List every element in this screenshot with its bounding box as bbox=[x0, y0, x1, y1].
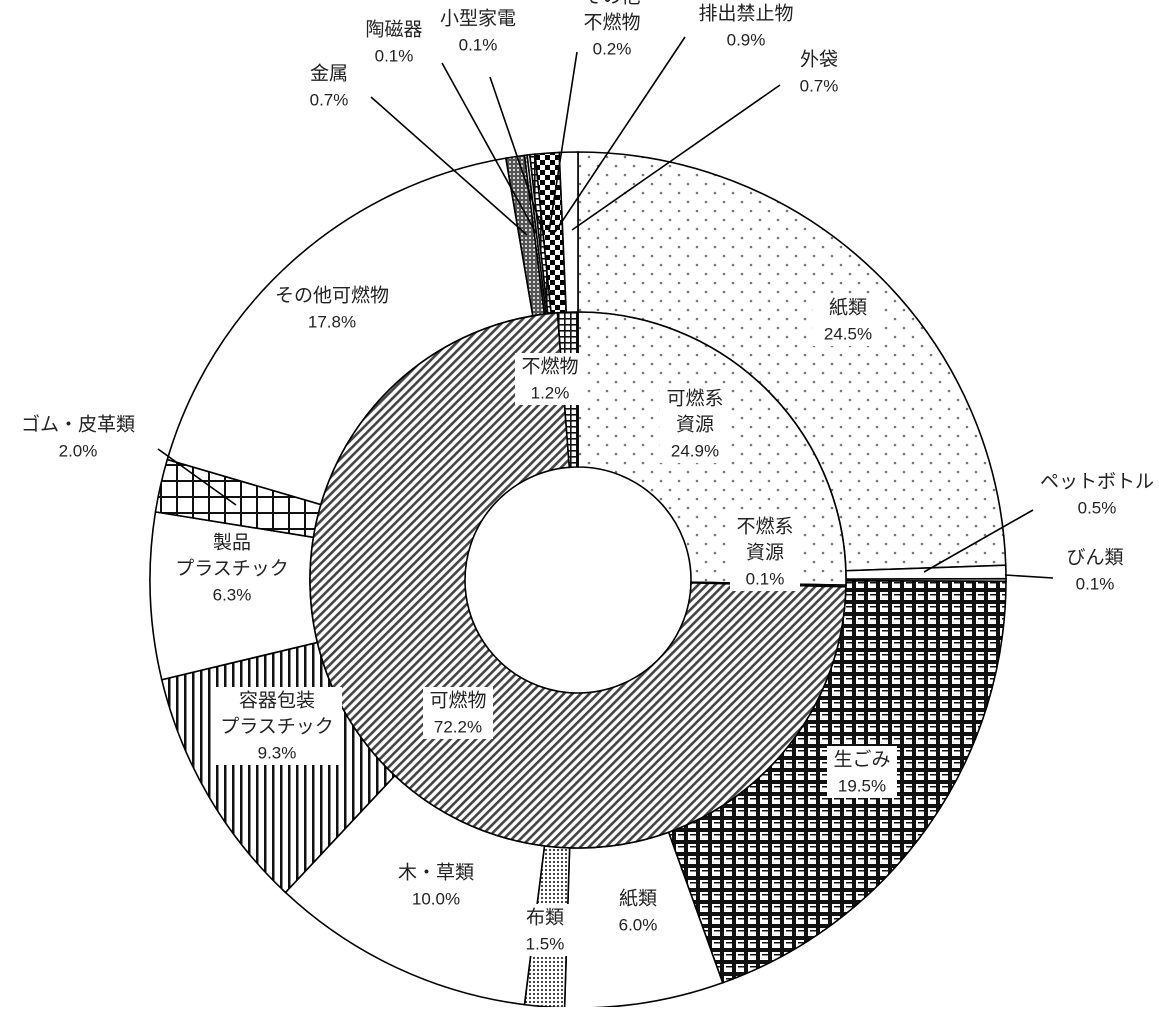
outer-label-15: 排出禁止物 0.9% bbox=[698, 3, 793, 50]
outer-label-13-name: 小型家電 bbox=[440, 8, 516, 30]
outer-label-13-value: 0.1% bbox=[459, 36, 498, 55]
outer-label-10-name: その他可燃物 bbox=[275, 285, 389, 307]
outer-label-8-value: 6.3% bbox=[213, 586, 252, 605]
outer-label-5: 布類 1.5% bbox=[510, 904, 580, 956]
outer-label-4: 紙類 6.0% bbox=[619, 888, 658, 935]
outer-label-5-name: 布類 bbox=[526, 907, 564, 929]
outer-label-0-value: 24.5% bbox=[824, 325, 872, 344]
outer-label-4-value: 6.0% bbox=[619, 916, 658, 935]
outer-label-6-value: 10.0% bbox=[412, 890, 460, 909]
leader-line-2 bbox=[1004, 574, 1054, 579]
outer-label-7-name: プラスチック bbox=[220, 716, 334, 738]
outer-label-6-name: 木・草類 bbox=[398, 862, 474, 884]
outer-label-14-name: 不燃物 bbox=[583, 12, 640, 34]
outer-label-0-name: 紙類 bbox=[829, 297, 867, 319]
leader-line-12 bbox=[441, 62, 537, 234]
leader-line-16 bbox=[571, 84, 781, 231]
inner-label-2-name: 可燃物 bbox=[429, 690, 486, 712]
inner-label-2-value: 72.2% bbox=[434, 718, 482, 737]
inner-label-3-bg bbox=[515, 353, 585, 405]
outer-label-3-bg bbox=[827, 746, 897, 798]
outer-label-3-value: 19.5% bbox=[838, 777, 886, 796]
data-labels: 可燃系資源24.9%不燃系資源0.1%可燃物72.2%不燃物1.2%紙類24.5… bbox=[21, 0, 1154, 956]
inner-label-3: 不燃物 1.2% bbox=[515, 353, 585, 405]
outer-label-9-name: ゴム・皮革類 bbox=[21, 414, 135, 436]
leader-line-11 bbox=[370, 96, 528, 236]
outer-label-14-value: 0.2% bbox=[593, 40, 632, 59]
outer-label-1: ペットボトル 0.5% bbox=[1040, 471, 1154, 518]
outer-label-12-value: 0.1% bbox=[375, 47, 414, 66]
outer-label-2-value: 0.1% bbox=[1076, 575, 1115, 594]
inner-label-1-name: 不燃系 bbox=[736, 516, 793, 538]
inner-label-0-bg bbox=[660, 385, 730, 463]
outer-label-4-name: 紙類 bbox=[619, 888, 657, 910]
outer-label-0: 紙類 24.5% bbox=[813, 294, 883, 346]
inner-label-1-name: 資源 bbox=[746, 542, 784, 564]
outer-label-11-name: 金属 bbox=[310, 63, 348, 85]
outer-label-16: 外袋 0.7% bbox=[800, 49, 839, 96]
outer-ring bbox=[149, 151, 1007, 1009]
outer-label-12-name: 陶磁器 bbox=[365, 19, 422, 41]
inner-label-0-value: 24.9% bbox=[671, 442, 719, 461]
outer-label-11-value: 0.7% bbox=[310, 91, 349, 110]
outer-label-7-value: 9.3% bbox=[258, 744, 297, 763]
inner-label-0-name: 資源 bbox=[676, 414, 714, 436]
inner-label-3-value: 1.2% bbox=[531, 384, 570, 403]
outer-label-3: 生ごみ 19.5% bbox=[827, 746, 897, 798]
outer-label-1-value: 0.5% bbox=[1078, 499, 1117, 518]
outer-label-13: 小型家電 0.1% bbox=[440, 8, 516, 55]
leader-line-9 bbox=[157, 448, 237, 506]
inner-label-2-bg bbox=[423, 687, 493, 739]
outer-label-2: びん類 0.1% bbox=[1066, 547, 1123, 594]
outer-label-9: ゴム・皮革類 2.0% bbox=[21, 414, 135, 461]
outer-label-8-name: 製品 bbox=[213, 532, 251, 554]
inner-label-0-name: 可燃系 bbox=[666, 388, 723, 410]
leader-line-1 bbox=[923, 509, 1034, 573]
outer-label-16-name: 外袋 bbox=[800, 49, 838, 71]
outer-label-11: 金属 0.7% bbox=[310, 63, 349, 110]
outer-label-6: 木・草類 10.0% bbox=[398, 862, 474, 909]
outer-label-15-name: 排出禁止物 bbox=[698, 3, 793, 25]
outer-label-16-value: 0.7% bbox=[800, 77, 839, 96]
leader-line-13 bbox=[489, 76, 544, 233]
outer-label-14-name: その他 bbox=[583, 0, 640, 8]
outer-label-12: 陶磁器 0.1% bbox=[365, 19, 422, 66]
inner-label-1-value: 0.1% bbox=[746, 570, 785, 589]
inner-label-3-name: 不燃物 bbox=[521, 356, 578, 378]
outer-label-2-name: びん類 bbox=[1066, 547, 1123, 569]
inner-label-2: 可燃物 72.2% bbox=[423, 687, 493, 739]
outer-label-9-value: 2.0% bbox=[59, 442, 98, 461]
outer-label-8-name: プラスチック bbox=[175, 558, 289, 580]
leader-line-15 bbox=[554, 36, 686, 233]
outer-label-5-value: 1.5% bbox=[526, 935, 565, 954]
outer-label-15-value: 0.9% bbox=[727, 31, 766, 50]
outer-label-10-value: 17.8% bbox=[308, 313, 356, 332]
outer-label-10: その他可燃物 17.8% bbox=[275, 285, 389, 332]
outer-label-5-bg bbox=[510, 904, 580, 956]
leader-line-14 bbox=[548, 51, 578, 233]
inner-label-1-bg bbox=[730, 513, 800, 591]
outer-label-7-bg bbox=[212, 687, 342, 765]
outer-label-14: その他不燃物 0.2% bbox=[583, 0, 640, 59]
outer-label-3-name: 生ごみ bbox=[833, 749, 890, 771]
leader-lines bbox=[157, 36, 1054, 579]
outer-label-1-name: ペットボトル bbox=[1040, 471, 1154, 493]
outer-label-7-name: 容器包装 bbox=[239, 690, 315, 712]
outer-label-0-bg bbox=[813, 294, 883, 346]
